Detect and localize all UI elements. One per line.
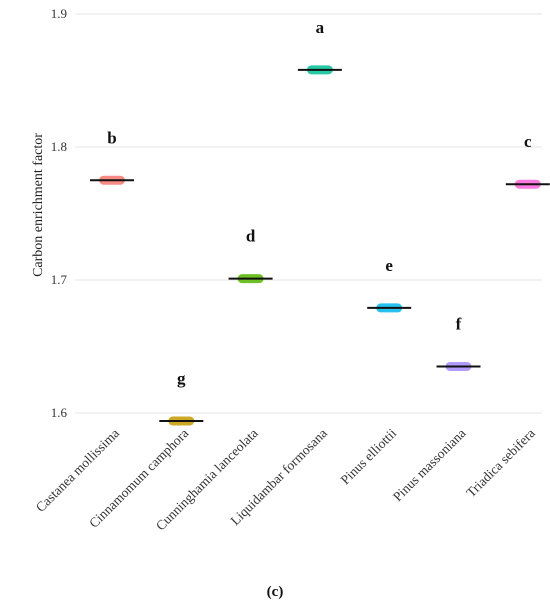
figure-caption: (c) bbox=[266, 584, 284, 600]
y-axis-title: Carbon enrichment factor bbox=[31, 133, 46, 277]
significance-letter: c bbox=[524, 132, 532, 151]
significance-letter: e bbox=[385, 256, 393, 275]
chart: 1.6 1.7 1.8 1.9 Carbon enrichment factor b g… bbox=[31, 6, 550, 533]
y-tick-label: 1.6 bbox=[51, 405, 68, 420]
data-point-group bbox=[90, 175, 134, 185]
x-tick-label: Pinus elliottii bbox=[338, 425, 400, 487]
y-tick-label: 1.8 bbox=[51, 139, 67, 154]
x-tick-label: Triadica sebifera bbox=[463, 426, 538, 501]
y-tick-label: 1.9 bbox=[51, 6, 67, 21]
x-tick-label: Pinus massoniana bbox=[390, 426, 469, 505]
significance-letters: b g d a e f c bbox=[107, 18, 532, 388]
significance-letter: b bbox=[107, 128, 116, 147]
significance-letter: g bbox=[177, 369, 186, 388]
data-point-group bbox=[436, 361, 481, 371]
gridlines bbox=[75, 13, 542, 414]
data-point-group bbox=[159, 416, 204, 426]
data-marks bbox=[90, 65, 550, 426]
data-point-group bbox=[367, 303, 412, 313]
data-point-group bbox=[228, 274, 273, 284]
significance-letter: f bbox=[456, 314, 462, 333]
significance-letter: a bbox=[316, 18, 325, 37]
data-point-group bbox=[297, 65, 342, 75]
data-point-group bbox=[505, 179, 550, 189]
significance-letter: d bbox=[246, 227, 256, 246]
y-tick-label: 1.7 bbox=[51, 272, 68, 287]
y-tick-labels: 1.6 1.7 1.8 1.9 bbox=[51, 6, 68, 420]
